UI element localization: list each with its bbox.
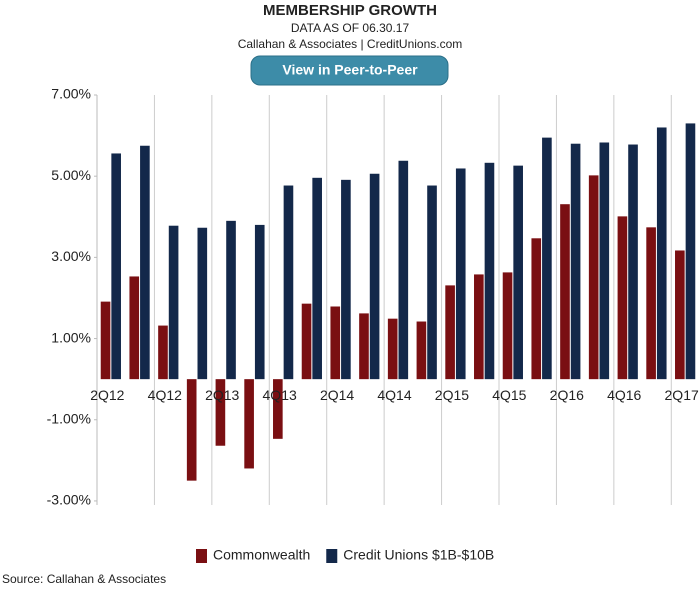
x-tick-label: 4Q12	[148, 387, 182, 403]
y-tick-label: 1.00%	[51, 329, 91, 345]
bar	[140, 145, 150, 380]
y-tick-label: -3.00%	[47, 492, 91, 508]
legend-swatch	[326, 549, 338, 563]
x-tick-label: 2Q16	[550, 387, 584, 403]
bar	[560, 204, 570, 380]
bar	[588, 175, 599, 380]
bar	[617, 216, 628, 380]
button-bg[interactable]	[250, 55, 449, 86]
bar	[484, 162, 495, 380]
bar	[283, 185, 294, 380]
bar	[675, 250, 685, 380]
bar	[542, 137, 552, 380]
bar	[129, 276, 140, 380]
bar	[301, 303, 312, 380]
bar	[628, 144, 638, 380]
legend-label: Commonwealth	[213, 547, 310, 563]
x-tick-label: 2Q14	[320, 387, 354, 403]
bar	[685, 123, 696, 380]
bar	[427, 185, 437, 380]
y-tick-label: 5.00%	[51, 167, 91, 183]
bar	[656, 127, 667, 380]
legend-label: Credit Unions $1B-$10B	[343, 547, 494, 563]
legend-swatch	[196, 549, 207, 563]
bar	[599, 142, 610, 380]
bar	[226, 220, 236, 380]
bar	[570, 143, 581, 380]
button-label[interactable]: View in Peer-to-Peer	[282, 62, 418, 78]
bar	[215, 379, 226, 446]
bar	[273, 379, 283, 439]
bar	[369, 173, 380, 380]
byline: Callahan & Associates | CreditUnions.com	[238, 37, 463, 51]
bar	[416, 321, 427, 380]
bar	[502, 272, 513, 380]
bar	[330, 306, 341, 380]
bar	[531, 238, 542, 380]
bar	[100, 301, 111, 380]
bar	[197, 227, 208, 380]
x-tick-label: 2Q12	[90, 387, 124, 403]
bar	[244, 379, 254, 469]
button[interactable]: View in Peer-to-Peer	[250, 55, 449, 86]
bar	[445, 285, 455, 380]
x-tick-label: 4Q16	[607, 387, 641, 403]
bar	[312, 177, 322, 380]
bar	[455, 168, 466, 380]
bar	[168, 225, 179, 380]
x-tick-label: 4Q15	[492, 387, 526, 403]
bar	[513, 165, 523, 380]
bar	[646, 227, 656, 380]
bar	[387, 318, 398, 380]
chart-title: MEMBERSHIP GROWTH	[263, 2, 437, 19]
bar	[186, 379, 197, 481]
x-tick-label: 2Q13	[205, 387, 239, 403]
x-tick-label: 4Q14	[377, 387, 411, 403]
bar	[254, 224, 265, 380]
y-tick-label: 3.00%	[51, 248, 91, 264]
x-tick-label: 2Q17	[665, 387, 699, 403]
bar	[474, 274, 484, 380]
y-tick-label: -1.00%	[47, 410, 91, 426]
bar	[359, 313, 369, 380]
x-tick-label: 4Q13	[263, 387, 297, 403]
x-tick-label: 2Q15	[435, 387, 469, 403]
bar	[398, 160, 409, 380]
bar	[158, 325, 168, 380]
bar	[111, 153, 121, 380]
bar	[341, 179, 351, 380]
y-tick-label: 7.00%	[51, 86, 91, 102]
source: Source: Callahan & Associates	[2, 572, 166, 586]
subtitle: DATA AS OF 06.30.17	[291, 21, 410, 35]
